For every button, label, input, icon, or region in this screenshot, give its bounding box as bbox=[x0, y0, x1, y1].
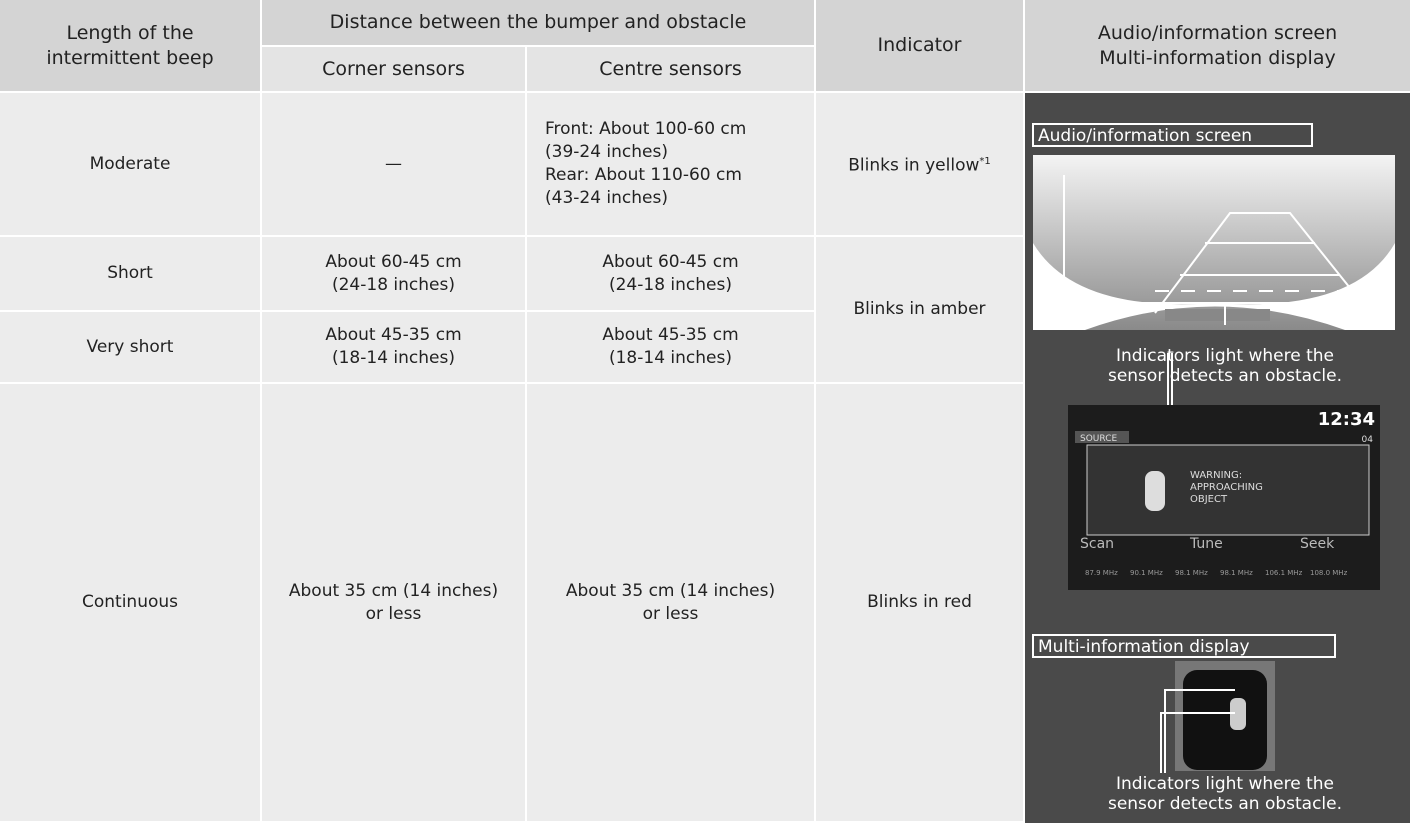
illustration: Audio/information screen Indicators ligh… bbox=[1025, 93, 1410, 823]
bumper bbox=[1033, 243, 1395, 330]
frequency: 87.9 MHz bbox=[1085, 569, 1118, 577]
sensor-bar bbox=[1165, 309, 1270, 321]
label-box bbox=[1032, 123, 1313, 147]
cell: Moderate bbox=[0, 93, 262, 237]
cell-text: About 45-35 cm bbox=[602, 325, 739, 345]
cell-text: Front: About 100-60 cm bbox=[545, 119, 747, 139]
header-cell: Distance between the bumper and obstacle bbox=[262, 0, 816, 47]
preset: 04 bbox=[1362, 435, 1374, 445]
frequencies: 87.9 MHz 90.1 MHz 98.1 MHz 98.1 MHz 106.1 MH… bbox=[1085, 569, 1348, 577]
frequency: 108.0 MHz bbox=[1310, 569, 1348, 577]
cell-text: About 35 cm (14 inches) bbox=[565, 580, 776, 601]
cell: Blinks in amber bbox=[816, 237, 1025, 384]
cell-text: (24-18 inches) bbox=[331, 274, 455, 295]
cell: About 60-45 cm (24-18 inches) bbox=[262, 237, 527, 312]
cell-text: Blinks in amber bbox=[853, 299, 986, 319]
clock: 12:34 bbox=[1318, 409, 1375, 430]
cell: Short bbox=[0, 237, 262, 312]
label-box bbox=[1032, 634, 1336, 658]
warning: OBJECT bbox=[1190, 494, 1228, 505]
label: Multi-information display bbox=[1038, 637, 1250, 657]
caption: sensor detects an obstacle. bbox=[1108, 366, 1342, 386]
car-icon bbox=[1145, 471, 1165, 511]
frequency: 106.1 MHz bbox=[1265, 569, 1303, 577]
cell: Front: About 100-60 cm (39-24 inches) Re… bbox=[527, 93, 816, 237]
cell-text: Very short bbox=[86, 336, 174, 357]
cell-text: Blinks in red bbox=[867, 592, 972, 612]
header-cell: Length of the intermittent beep bbox=[0, 0, 262, 93]
cell: Blinks in yellow*1 bbox=[816, 93, 1025, 237]
cell-text: About 35 cm (14 inches) bbox=[288, 580, 499, 601]
cell-text: Blinks in yellow*1 bbox=[848, 150, 991, 178]
header-cell: Corner sensors bbox=[262, 47, 527, 93]
header-text: Audio/information screen bbox=[1097, 21, 1338, 44]
cell-text: (24-18 inches) bbox=[608, 274, 732, 295]
cell: Continuous bbox=[0, 384, 262, 823]
cell: About 35 cm (14 inches) or less bbox=[527, 384, 816, 823]
guide-lines bbox=[1154, 212, 1371, 314]
cell-text: — bbox=[385, 153, 402, 174]
cell-text: About 60-45 cm bbox=[325, 251, 462, 272]
source: SOURCE bbox=[1080, 434, 1117, 444]
cell: About 45-35 cm (18-14 inches) bbox=[527, 312, 816, 384]
cell: About 60-45 cm (24-18 inches) bbox=[527, 237, 816, 312]
caption: Indicators light where the bbox=[1116, 774, 1334, 794]
cell-text: (18-14 inches) bbox=[608, 348, 732, 368]
car-icon bbox=[1230, 698, 1246, 730]
leader-lines bbox=[1160, 689, 1235, 773]
label: Audio/information screen bbox=[1038, 126, 1252, 146]
header-cell: Indicator bbox=[816, 0, 1025, 93]
frequency: 98.1 MHz bbox=[1175, 569, 1208, 577]
caption: sensor detects an obstacle. bbox=[1108, 794, 1342, 814]
cell-text: (43-24 inches) bbox=[545, 188, 669, 208]
header-text: Length of the bbox=[66, 21, 194, 44]
button: Scan bbox=[1080, 536, 1114, 552]
cell-text: Moderate bbox=[89, 153, 171, 174]
header-cell: Audio/information screen Multi-informati… bbox=[1025, 0, 1410, 93]
cell: Very short bbox=[0, 312, 262, 384]
cell-text: (39-24 inches) bbox=[545, 142, 669, 162]
header-text: Corner sensors bbox=[322, 57, 465, 80]
cell: About 35 cm (14 inches) or less bbox=[262, 384, 527, 823]
cell-text: (18-14 inches) bbox=[331, 348, 455, 368]
frequency: 98.1 MHz bbox=[1220, 569, 1253, 577]
mid-display bbox=[1183, 670, 1267, 770]
cell: — bbox=[262, 93, 527, 237]
cell-text: or less bbox=[365, 603, 422, 624]
warning: WARNING: bbox=[1190, 470, 1242, 481]
cell-text: Blinks in yellow bbox=[848, 155, 980, 176]
cell-text: About 60-45 cm bbox=[602, 251, 739, 272]
header-text: Indicator bbox=[877, 34, 962, 56]
cell: Blinks in red bbox=[816, 384, 1025, 823]
footnote: *1 bbox=[979, 156, 991, 168]
caption: Indicators light where the bbox=[1116, 346, 1334, 366]
cell-text: or less bbox=[642, 603, 699, 624]
header-text: Distance between the bumper and obstacle bbox=[329, 11, 747, 33]
header-cell: Centre sensors bbox=[527, 47, 816, 93]
warning: APPROACHING bbox=[1190, 482, 1263, 493]
header-text: intermittent beep bbox=[46, 46, 214, 69]
cell-text: Rear: About 110-60 cm bbox=[545, 165, 742, 185]
header-text: Multi-information display bbox=[1099, 46, 1336, 69]
source-tab bbox=[1075, 431, 1129, 443]
cell-text: Short bbox=[107, 263, 153, 283]
cell-text: About 45-35 cm bbox=[325, 325, 462, 345]
header-text: Centre sensors bbox=[599, 57, 742, 80]
frequency: 90.1 MHz bbox=[1130, 569, 1163, 577]
button: Tune bbox=[1189, 536, 1223, 552]
button: Seek bbox=[1300, 536, 1335, 552]
cell: About 45-35 cm (18-14 inches) bbox=[262, 312, 527, 384]
warning-box bbox=[1086, 444, 1370, 536]
cell-text: Continuous bbox=[81, 592, 178, 612]
